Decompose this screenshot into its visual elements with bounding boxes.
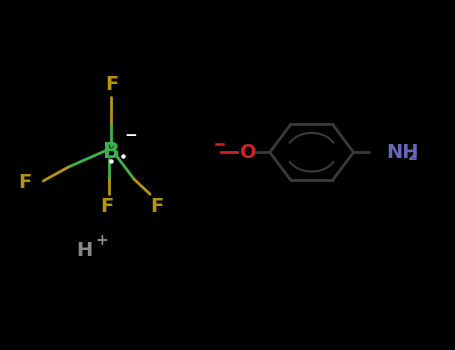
Text: F: F — [100, 197, 114, 216]
Text: NH: NH — [387, 143, 419, 162]
Text: H: H — [76, 241, 92, 260]
Text: F: F — [105, 75, 118, 93]
Text: 2: 2 — [408, 149, 418, 163]
Text: B: B — [103, 142, 120, 162]
Text: O: O — [240, 143, 256, 162]
Text: F: F — [150, 197, 164, 216]
Text: −: − — [124, 128, 137, 143]
Text: +: + — [95, 233, 108, 248]
Text: F: F — [18, 173, 32, 191]
